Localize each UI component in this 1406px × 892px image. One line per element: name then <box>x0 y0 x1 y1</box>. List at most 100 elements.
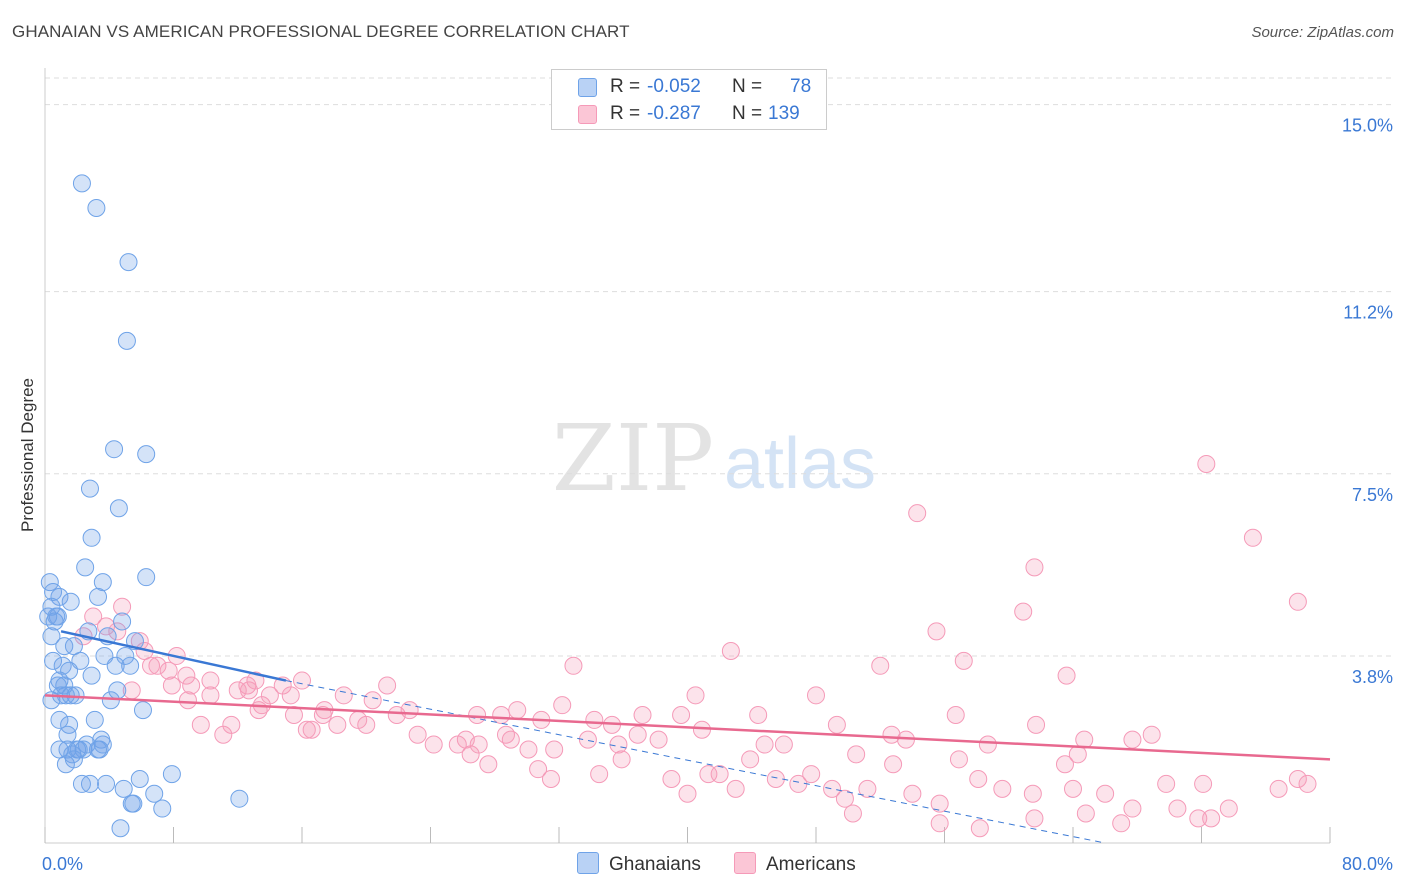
point-american <box>378 676 397 695</box>
correlation-legend: R = -0.052 N = 78 R = -0.287 N = 139 <box>551 69 827 130</box>
point-ghanaian <box>58 725 77 744</box>
y-tick-label: 3.8% <box>1352 667 1393 687</box>
point-american <box>553 696 572 715</box>
point-american <box>1064 779 1082 798</box>
point-american <box>177 666 196 685</box>
point-american <box>159 661 178 680</box>
point-ghanaian <box>116 646 135 665</box>
legend-swatch-pink <box>578 105 597 124</box>
point-american <box>1269 779 1288 798</box>
point-ghanaian <box>55 637 74 656</box>
point-american <box>609 735 628 754</box>
point-american <box>993 779 1012 798</box>
point-american <box>1288 592 1307 611</box>
legend-swatch-ghanaians <box>577 852 599 874</box>
point-american <box>1189 809 1208 828</box>
point-american <box>726 779 745 798</box>
point-american <box>847 745 866 764</box>
point-ghanaian <box>97 774 116 793</box>
point-ghanaian <box>89 587 108 606</box>
point-american <box>84 607 103 626</box>
point-american <box>424 735 443 754</box>
point-ghanaian <box>101 691 120 710</box>
point-ghanaian <box>76 558 95 577</box>
point-american <box>1025 809 1044 828</box>
point-american <box>949 750 968 769</box>
point-american <box>766 770 785 789</box>
point-american <box>1055 755 1074 774</box>
point-ghanaian <box>82 666 101 685</box>
point-american <box>827 715 846 734</box>
point-ghanaian <box>69 740 88 759</box>
legend-label-ghanaians: Ghanaians <box>609 854 701 875</box>
point-american <box>930 794 949 813</box>
point-ghanaian <box>42 597 61 616</box>
point-american <box>1014 602 1033 621</box>
point-american <box>954 651 973 670</box>
point-american <box>978 735 997 754</box>
point-ghanaian <box>130 770 149 789</box>
point-american <box>162 676 181 695</box>
point-american <box>612 750 631 769</box>
point-american <box>387 706 406 725</box>
point-ghanaian <box>109 499 128 518</box>
source-label: Source: ZipAtlas.com <box>1251 24 1394 41</box>
point-american <box>1096 784 1115 803</box>
legend-r-label: R = <box>610 76 641 97</box>
point-american <box>741 750 760 769</box>
point-american <box>1298 774 1317 793</box>
gridlines <box>45 77 1393 657</box>
point-american <box>191 715 210 734</box>
legend-row-americans: R = -0.287 N = 139 <box>552 101 826 128</box>
point-ghanaian <box>82 528 101 547</box>
point-ghanaian <box>47 607 66 626</box>
point-ghanaian <box>93 735 112 754</box>
point-american <box>807 686 825 705</box>
point-american <box>328 715 347 734</box>
point-american <box>1112 814 1131 833</box>
point-ghanaian <box>117 331 136 350</box>
point-american <box>649 730 668 749</box>
legend-n-label: N = <box>732 76 763 97</box>
point-american <box>1123 730 1142 749</box>
point-american <box>1023 784 1042 803</box>
point-ghanaian <box>113 612 132 631</box>
watermark-zip: ZIP <box>552 405 714 512</box>
point-ghanaian <box>40 573 59 592</box>
tick-labels: 3.8% 7.5% 11.2% 15.0% 0.0% 80.0% <box>42 116 1393 874</box>
point-american <box>927 622 946 641</box>
point-ghanaian <box>162 765 181 784</box>
point-american <box>260 686 279 705</box>
point-american <box>755 735 774 754</box>
point-ghanaian <box>80 479 99 498</box>
point-ghanaian <box>85 710 104 729</box>
point-american <box>1123 799 1142 818</box>
point-american <box>903 784 922 803</box>
point-ghanaian <box>105 440 124 459</box>
point-american <box>628 725 647 744</box>
point-ghanaian <box>114 779 133 798</box>
point-ghanaian <box>133 701 152 720</box>
point-ghanaian <box>87 198 106 217</box>
point-american <box>529 760 548 779</box>
y-tick-label: 11.2% <box>1343 303 1393 323</box>
point-american <box>545 740 564 759</box>
point-american <box>1288 770 1307 789</box>
point-american <box>692 720 711 739</box>
point-ghanaian <box>72 174 91 193</box>
point-american <box>108 622 127 641</box>
point-american <box>721 642 740 661</box>
point-american <box>802 765 821 784</box>
point-ghanaian <box>121 656 140 675</box>
point-american <box>302 720 321 739</box>
point-ghanaian <box>74 740 93 759</box>
chart-title: GHANAIAN VS AMERICAN PROFESSIONAL DEGREE… <box>12 22 630 41</box>
y-tick-label: 15.0% <box>1342 116 1393 136</box>
point-american <box>508 701 527 720</box>
point-ghanaian <box>124 794 143 813</box>
legend-swatch-americans <box>734 852 756 874</box>
trend-line-americans <box>44 694 1331 761</box>
point-american <box>1027 715 1046 734</box>
point-ghanaian <box>72 774 91 793</box>
